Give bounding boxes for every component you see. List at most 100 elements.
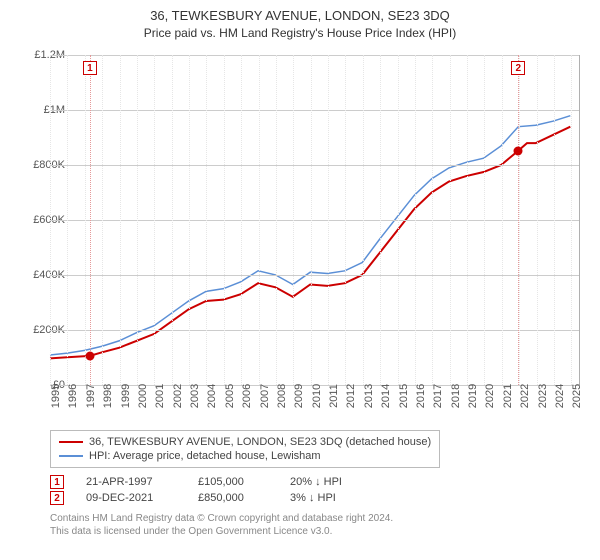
- legend-label: HPI: Average price, detached house, Lewi…: [89, 450, 321, 462]
- gridline-h: [50, 330, 579, 331]
- gridline-h: [50, 110, 579, 111]
- x-axis-label: 2006: [241, 384, 253, 408]
- sale-price: £105,000: [198, 476, 268, 488]
- x-axis-label: 2000: [137, 384, 149, 408]
- chart-subtitle: Price paid vs. HM Land Registry's House …: [0, 26, 600, 40]
- sale-dot: [85, 352, 94, 361]
- x-axis-label: 2021: [502, 384, 514, 408]
- gridline-v: [189, 55, 190, 385]
- legend-swatch: [59, 441, 83, 443]
- gridline-v: [311, 55, 312, 385]
- gridline-h: [50, 165, 579, 166]
- x-axis-label: 2003: [189, 384, 201, 408]
- x-axis-label: 1995: [50, 384, 62, 408]
- x-axis-label: 2007: [259, 384, 271, 408]
- gridline-v: [50, 55, 51, 385]
- gridline-v: [67, 55, 68, 385]
- footnote-line-2: This data is licensed under the Open Gov…: [50, 525, 580, 538]
- gridline-v: [154, 55, 155, 385]
- sale-marker-box: 2: [50, 491, 64, 505]
- legend-swatch: [59, 455, 83, 457]
- gridline-v: [467, 55, 468, 385]
- legend-item: 36, TEWKESBURY AVENUE, LONDON, SE23 3DQ …: [59, 435, 431, 449]
- gridline-v: [398, 55, 399, 385]
- gridline-v: [120, 55, 121, 385]
- gridline-v: [241, 55, 242, 385]
- x-axis-labels: 1995199619971998199920002001200220032004…: [50, 390, 580, 430]
- x-axis-label: 2025: [571, 384, 583, 408]
- sale-date: 21-APR-1997: [86, 476, 176, 488]
- gridline-v: [293, 55, 294, 385]
- gridline-v: [328, 55, 329, 385]
- legend-label: 36, TEWKESBURY AVENUE, LONDON, SE23 3DQ …: [89, 436, 431, 448]
- gridline-v: [345, 55, 346, 385]
- x-axis-label: 1998: [102, 384, 114, 408]
- x-axis-label: 2011: [328, 384, 340, 408]
- gridline-v: [380, 55, 381, 385]
- legend: 36, TEWKESBURY AVENUE, LONDON, SE23 3DQ …: [50, 430, 440, 468]
- arrow-down-icon: ↓: [315, 476, 321, 488]
- plot-area: 12: [50, 55, 580, 385]
- chart-container: 36, TEWKESBURY AVENUE, LONDON, SE23 3DQ …: [0, 0, 600, 560]
- sale-row: 209-DEC-2021£850,0003% ↓ HPI: [50, 490, 580, 506]
- gridline-v: [259, 55, 260, 385]
- gridline-v: [85, 55, 86, 385]
- x-axis-label: 2005: [224, 384, 236, 408]
- x-axis-label: 2002: [172, 384, 184, 408]
- sales-table: 121-APR-1997£105,00020% ↓ HPI209-DEC-202…: [50, 474, 580, 506]
- sale-pct: 3% ↓ HPI: [290, 492, 336, 504]
- x-axis-label: 1999: [120, 384, 132, 408]
- x-axis-label: 2010: [311, 384, 323, 408]
- gridline-v: [102, 55, 103, 385]
- x-axis-label: 2016: [415, 384, 427, 408]
- sale-marker-box: 1: [83, 61, 97, 75]
- chart-title: 36, TEWKESBURY AVENUE, LONDON, SE23 3DQ: [0, 8, 600, 23]
- x-axis-label: 1996: [67, 384, 79, 408]
- x-axis-label: 2009: [293, 384, 305, 408]
- x-axis-label: 2023: [537, 384, 549, 408]
- gridline-v: [276, 55, 277, 385]
- gridline-v: [224, 55, 225, 385]
- sale-row: 121-APR-1997£105,00020% ↓ HPI: [50, 474, 580, 490]
- gridline-v: [432, 55, 433, 385]
- x-axis-label: 2022: [519, 384, 531, 408]
- gridline-v: [137, 55, 138, 385]
- sale-price: £850,000: [198, 492, 268, 504]
- x-axis-label: 2017: [432, 384, 444, 408]
- gridline-h: [50, 55, 579, 56]
- gridline-v: [484, 55, 485, 385]
- gridline-v: [502, 55, 503, 385]
- sale-marker-box: 1: [50, 475, 64, 489]
- gridline-v: [363, 55, 364, 385]
- gridline-v: [519, 55, 520, 385]
- x-axis-label: 2020: [484, 384, 496, 408]
- x-axis-label: 2019: [467, 384, 479, 408]
- gridline-v: [172, 55, 173, 385]
- x-axis-label: 2013: [363, 384, 375, 408]
- gridline-v: [537, 55, 538, 385]
- arrow-down-icon: ↓: [309, 492, 315, 504]
- sale-dot: [514, 147, 523, 156]
- x-axis-label: 2014: [380, 384, 392, 408]
- footnote-line-1: Contains HM Land Registry data © Crown c…: [50, 512, 580, 525]
- x-axis-label: 2001: [154, 384, 166, 408]
- x-axis-label: 2012: [345, 384, 357, 408]
- footer: 36, TEWKESBURY AVENUE, LONDON, SE23 3DQ …: [50, 430, 580, 538]
- gridline-v: [206, 55, 207, 385]
- legend-item: HPI: Average price, detached house, Lewi…: [59, 449, 431, 463]
- x-axis-label: 2008: [276, 384, 288, 408]
- gridline-v: [554, 55, 555, 385]
- sale-marker-vline: [90, 55, 91, 385]
- x-axis-label: 2004: [206, 384, 218, 408]
- sale-marker-box: 2: [511, 61, 525, 75]
- x-axis-label: 2015: [398, 384, 410, 408]
- gridline-h: [50, 220, 579, 221]
- sale-marker-vline: [518, 55, 519, 385]
- gridline-v: [415, 55, 416, 385]
- gridline-h: [50, 275, 579, 276]
- x-axis-label: 2018: [450, 384, 462, 408]
- gridline-v: [571, 55, 572, 385]
- x-axis-label: 2024: [554, 384, 566, 408]
- title-block: 36, TEWKESBURY AVENUE, LONDON, SE23 3DQ …: [0, 0, 600, 40]
- x-axis-label: 1997: [85, 384, 97, 408]
